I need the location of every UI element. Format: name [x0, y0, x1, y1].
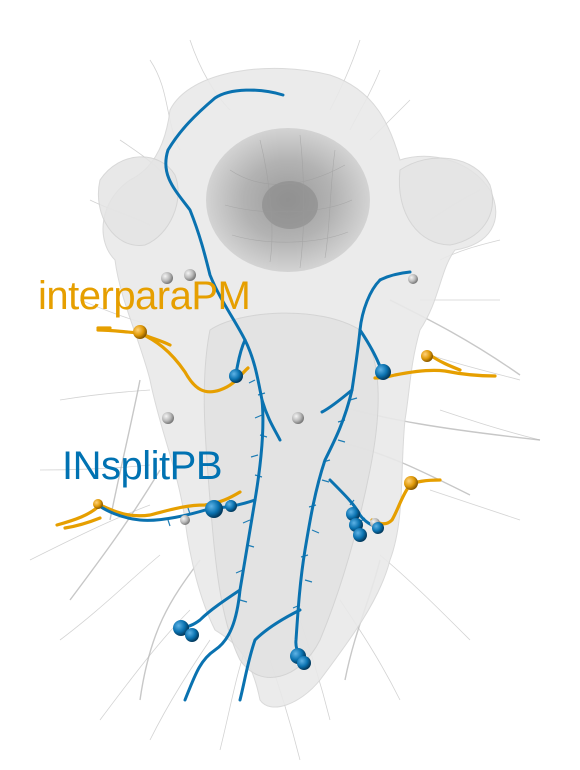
soma-gray — [162, 412, 174, 424]
soma-blue — [375, 364, 391, 380]
neuropil-texture — [224, 134, 353, 269]
label-interparaPM: interparaPM — [38, 274, 251, 318]
soma-blue — [205, 500, 223, 518]
soma-blue — [297, 656, 311, 670]
soma-blue — [372, 522, 384, 534]
soma-orange — [93, 499, 103, 509]
soma-blue — [353, 528, 367, 542]
soma-blue — [225, 500, 237, 512]
soma-gray — [180, 515, 190, 525]
soma-orange — [133, 325, 147, 339]
soma-orange — [421, 350, 433, 362]
soma-blue — [185, 628, 199, 642]
soma-gray — [408, 274, 418, 284]
soma-blue — [229, 369, 243, 383]
tissue-mesh — [98, 67, 497, 708]
INsplitPB-neurons — [96, 88, 412, 702]
neuropil-core — [262, 181, 318, 229]
soma-blue — [346, 507, 360, 521]
interparaPM-somata — [93, 325, 433, 509]
INsplitPB-somata — [173, 364, 391, 670]
soma-gray — [292, 412, 304, 424]
soma-gray — [184, 269, 196, 281]
label-INsplitPB: INsplitPB — [62, 444, 223, 488]
background-somata — [161, 269, 418, 528]
soma-blue — [173, 620, 189, 636]
soma-gray — [161, 272, 173, 284]
optic-lobe-right-mesh — [398, 157, 494, 246]
soma-orange — [404, 476, 418, 490]
optic-lobe-left-mesh — [98, 156, 179, 246]
